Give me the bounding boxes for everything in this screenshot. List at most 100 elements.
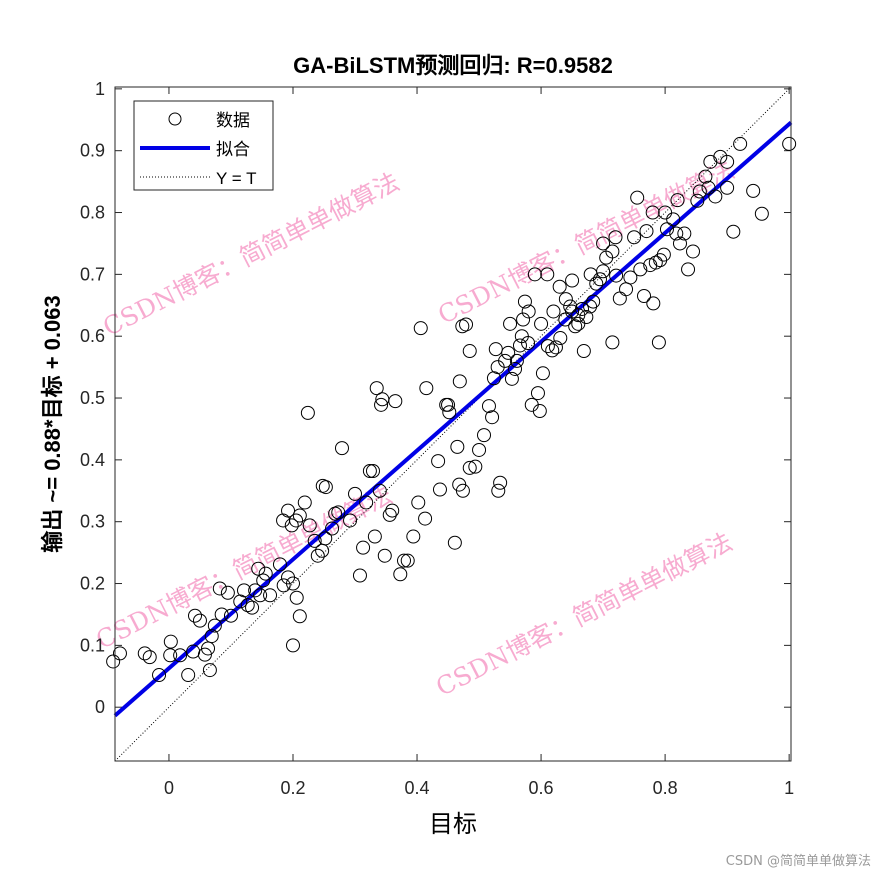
data-point bbox=[681, 262, 696, 277]
data-point bbox=[251, 561, 266, 576]
data-point bbox=[583, 267, 598, 282]
data-point bbox=[292, 609, 307, 624]
data-point bbox=[548, 340, 563, 355]
data-point bbox=[300, 405, 315, 420]
data-point bbox=[508, 361, 523, 376]
data-point bbox=[406, 529, 421, 544]
data-point bbox=[672, 236, 687, 251]
data-point bbox=[397, 553, 412, 568]
data-point bbox=[540, 267, 555, 282]
data-point bbox=[419, 381, 434, 396]
data-point bbox=[596, 236, 611, 251]
data-point bbox=[292, 508, 307, 523]
data-point bbox=[571, 316, 586, 331]
data-point bbox=[521, 335, 536, 350]
data-point bbox=[512, 338, 527, 353]
data-point bbox=[754, 206, 769, 221]
data-point bbox=[112, 646, 127, 661]
data-point bbox=[698, 169, 713, 184]
data-point bbox=[701, 180, 716, 195]
data-point bbox=[455, 483, 470, 498]
data-point bbox=[400, 553, 415, 568]
data-point bbox=[377, 548, 392, 563]
data-point bbox=[658, 205, 673, 220]
data-point bbox=[372, 483, 387, 498]
y-tick-label: 0.9 bbox=[80, 141, 105, 161]
data-point bbox=[289, 513, 304, 528]
data-point bbox=[677, 226, 692, 241]
data-point bbox=[608, 230, 623, 245]
data-point bbox=[516, 312, 531, 327]
y-tick-label: 0.2 bbox=[80, 574, 105, 594]
data-point bbox=[385, 503, 400, 518]
data-point bbox=[393, 567, 408, 582]
x-tick-label: 0.4 bbox=[405, 778, 430, 798]
data-point bbox=[318, 531, 333, 546]
data-point bbox=[485, 410, 500, 425]
data-point bbox=[442, 405, 457, 420]
data-point bbox=[639, 224, 654, 239]
data-point bbox=[501, 345, 516, 360]
data-point bbox=[576, 344, 591, 359]
x-tick-label: 0.2 bbox=[280, 778, 305, 798]
data-point bbox=[233, 594, 248, 609]
data-point bbox=[202, 663, 217, 678]
data-point bbox=[468, 459, 483, 474]
data-point bbox=[236, 583, 251, 598]
data-point bbox=[263, 588, 278, 603]
data-point bbox=[546, 304, 561, 319]
data-point bbox=[540, 339, 555, 354]
data-point bbox=[486, 371, 501, 386]
y-axis-label: 输出 ~= 0.88*目标 + 0.063 bbox=[40, 295, 65, 552]
y-tick-label: 0 bbox=[95, 697, 105, 717]
data-point bbox=[450, 439, 465, 454]
data-point bbox=[369, 381, 384, 396]
legend-marker-data bbox=[168, 112, 182, 126]
data-point bbox=[310, 548, 325, 563]
data-point bbox=[285, 576, 300, 591]
data-point bbox=[382, 507, 397, 522]
data-point bbox=[441, 397, 456, 412]
data-point bbox=[152, 668, 167, 683]
data-point bbox=[207, 618, 222, 633]
data-point bbox=[223, 608, 238, 623]
y-tick-label: 0.8 bbox=[80, 203, 105, 223]
data-point bbox=[220, 585, 235, 600]
data-point bbox=[535, 366, 550, 381]
data-point bbox=[331, 505, 346, 520]
data-point bbox=[558, 292, 573, 307]
data-point bbox=[553, 331, 568, 346]
legend-label-identity: Y = T bbox=[216, 169, 256, 188]
data-point bbox=[188, 608, 203, 623]
legend-label-fit: 拟合 bbox=[216, 140, 250, 159]
data-point bbox=[334, 441, 349, 456]
data-point bbox=[431, 454, 446, 469]
data-point bbox=[432, 482, 447, 497]
data-point bbox=[637, 289, 652, 304]
data-point bbox=[530, 386, 545, 401]
data-point bbox=[534, 316, 549, 331]
data-point bbox=[669, 226, 684, 241]
data-point bbox=[240, 598, 255, 613]
axis-ticks: 0 0.2 0.4 0.6 0.8 1 0 0.1 0.2 0.3 0.4 0.5 0.6 0.7 0.8 0… bbox=[80, 79, 794, 798]
data-point bbox=[605, 335, 620, 350]
y-tick-label: 0.3 bbox=[80, 512, 105, 532]
data-point bbox=[163, 648, 178, 663]
data-point bbox=[362, 463, 377, 478]
data-point bbox=[659, 222, 674, 237]
data-point bbox=[656, 247, 671, 262]
data-point bbox=[281, 503, 296, 518]
data-point bbox=[503, 316, 518, 331]
data-point bbox=[504, 371, 519, 386]
x-tick-label: 0 bbox=[164, 778, 174, 798]
data-point bbox=[413, 321, 428, 336]
data-point bbox=[181, 668, 196, 683]
data-point bbox=[197, 647, 212, 662]
data-point bbox=[481, 399, 496, 414]
credit-watermark: CSDN @简简单单做算法 bbox=[725, 854, 871, 869]
data-point bbox=[527, 267, 542, 282]
data-point bbox=[545, 343, 560, 358]
identity-line bbox=[114, 86, 792, 762]
x-axis-label: 目标 bbox=[429, 810, 477, 838]
